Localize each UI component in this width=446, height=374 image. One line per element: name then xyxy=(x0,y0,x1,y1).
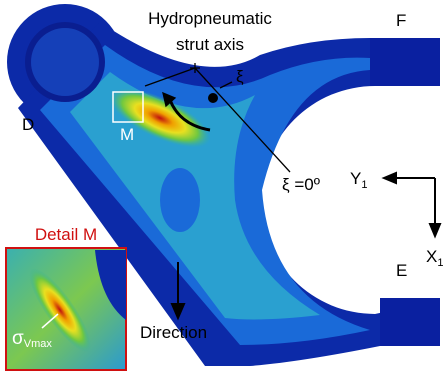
label-e: E xyxy=(396,261,407,280)
label-y1: Y1 xyxy=(350,169,367,191)
label-x1: X1 xyxy=(426,247,443,269)
label-d: D xyxy=(22,115,34,134)
label-xi-zero: ξ =0º xyxy=(282,175,320,194)
detail-inset xyxy=(6,248,126,370)
label-strut-axis: strut axis xyxy=(176,35,244,54)
figure: Hydropneumatic strut axis F ξ D M ξ =0º … xyxy=(0,0,446,374)
label-direction: Direction xyxy=(140,323,207,342)
pivot-dot xyxy=(208,93,218,103)
label-m: M xyxy=(120,125,134,144)
label-detail: Detail M xyxy=(35,225,97,244)
label-strut-axis: Hydropneumatic xyxy=(148,9,272,28)
label-xi: ξ xyxy=(236,67,244,86)
label-f: F xyxy=(396,11,406,30)
